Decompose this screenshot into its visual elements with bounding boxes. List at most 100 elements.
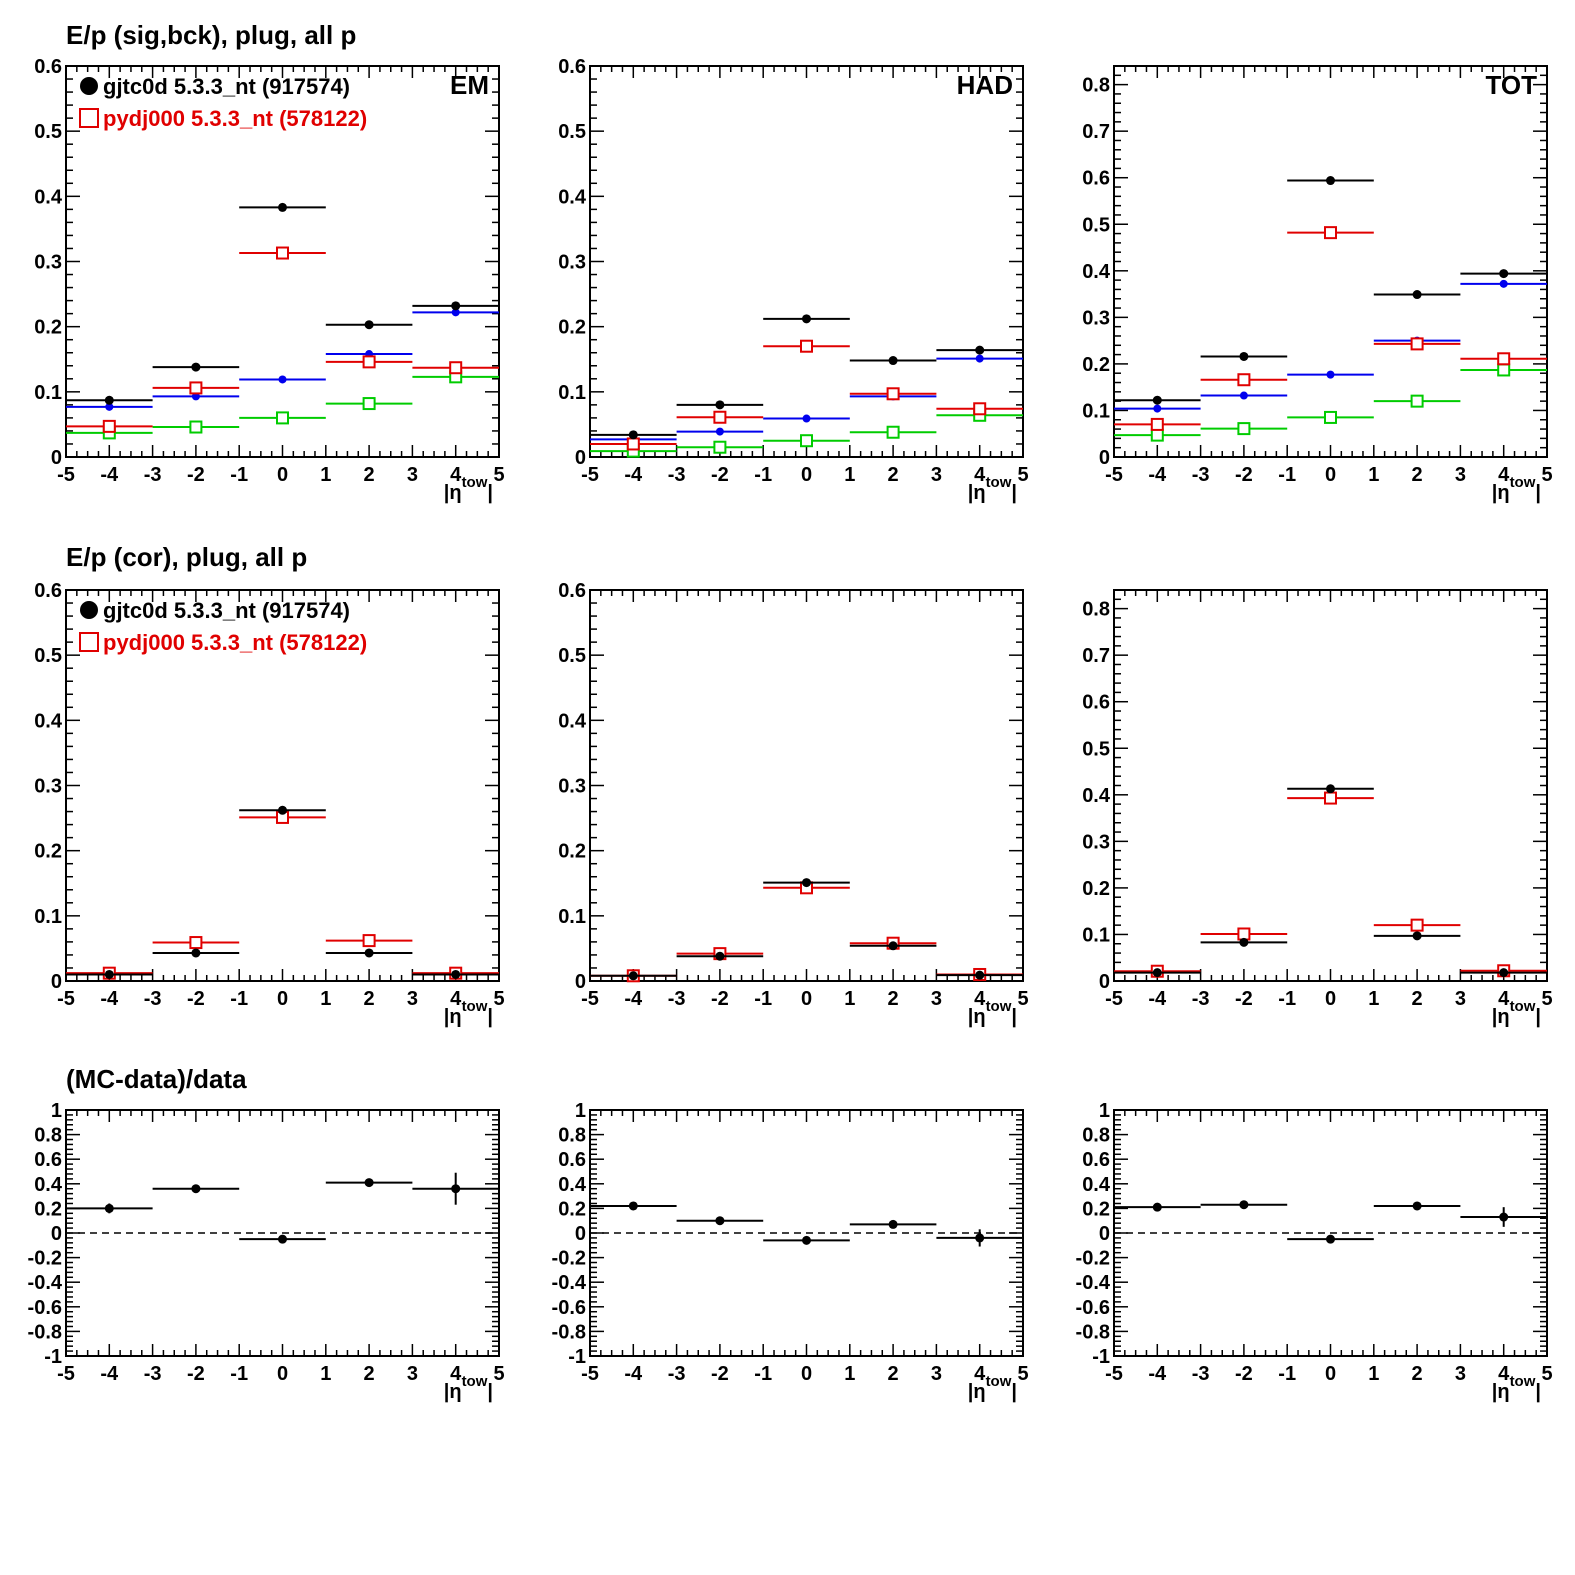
data-point <box>364 1178 374 1188</box>
x-tick-label: 5 <box>1017 988 1028 1010</box>
x-tick-label: -1 <box>1278 988 1296 1010</box>
data-point <box>1497 363 1511 377</box>
x-tick-label: -2 <box>711 464 729 486</box>
x-tick-label: 5 <box>1541 464 1552 486</box>
data-point <box>362 934 376 948</box>
y-tick-label: -0.6 <box>1076 1297 1110 1319</box>
x-tick-label: 1 <box>320 1363 331 1385</box>
chart-panel: -5 -4 -3 -2 -1 0 1 2 3 4 5|ηtow|00.10.20.30.40.50.… <box>1082 65 1553 504</box>
data-point <box>1237 373 1251 387</box>
y-tick-label: 0.6 <box>1082 692 1110 714</box>
y-tick-label: -0.4 <box>552 1272 587 1294</box>
y-tick-label: 0.1 <box>558 382 586 404</box>
y-tick-label: 0.3 <box>558 776 586 798</box>
data-point <box>802 414 811 423</box>
panel-label: HAD <box>957 70 1013 100</box>
x-tick-label: -1 <box>230 1363 248 1385</box>
x-tick-label: 5 <box>493 1363 504 1385</box>
row-title: E/p (cor), plug, all p <box>66 542 307 572</box>
data-point <box>1239 937 1249 947</box>
x-axis-label-end: | <box>487 1006 493 1028</box>
data-point <box>1412 931 1422 941</box>
x-tick-label: -4 <box>100 464 119 486</box>
data-point <box>1239 351 1249 361</box>
x-axis-label-main: |η <box>1492 1381 1510 1403</box>
data-point <box>189 381 203 395</box>
x-tick-label: -3 <box>1192 1363 1210 1385</box>
x-tick-label: -5 <box>57 464 75 486</box>
data-point <box>278 805 287 815</box>
x-tick-label: -1 <box>754 1363 772 1385</box>
x-tick-label: 4 <box>974 1363 986 1385</box>
x-tick-label: 5 <box>493 464 504 486</box>
x-tick-label: -5 <box>581 464 599 486</box>
series <box>1114 784 1547 978</box>
x-axis-label-end: | <box>1011 1006 1017 1028</box>
x-tick-label: 5 <box>1017 464 1028 486</box>
x-tick-label: 0 <box>277 464 288 486</box>
chart-panel: -5 -4 -3 -2 -1 0 1 2 3 4 5|ηtow|-1-0.8-0.6-0.4-0.2… <box>28 1100 505 1403</box>
x-tick-label: 0 <box>801 464 812 486</box>
x-tick-label: -5 <box>581 988 599 1010</box>
x-tick-label: -2 <box>187 464 205 486</box>
data-point <box>362 397 376 411</box>
series <box>66 805 499 979</box>
data-point <box>1324 226 1337 240</box>
x-tick-label: -2 <box>711 1363 729 1385</box>
data-point <box>1153 404 1162 413</box>
y-tick-label: 0.2 <box>1082 1198 1110 1220</box>
data-point <box>1499 1212 1509 1222</box>
y-tick-label: 0.4 <box>558 1174 587 1196</box>
data-point <box>191 362 201 372</box>
data-point <box>1499 279 1508 288</box>
x-tick-label: 1 <box>1368 464 1379 486</box>
y-tick-label: 1 <box>1099 1100 1110 1122</box>
x-tick-label: 5 <box>1541 988 1552 1010</box>
legend-label: pydj000 5.3.3_nt (578122) <box>103 630 367 655</box>
x-tick-label: -5 <box>57 988 75 1010</box>
plot-frame <box>1113 65 1548 458</box>
y-tick-label: 0.1 <box>34 906 62 928</box>
y-tick-label: 0 <box>1099 971 1110 993</box>
x-tick-label: 3 <box>1455 464 1466 486</box>
series <box>590 881 1023 983</box>
x-axis-label-sup: tow <box>986 998 1012 1015</box>
y-tick-label: 0.2 <box>34 841 62 863</box>
y-tick-label: -0.8 <box>1076 1321 1110 1343</box>
data-point <box>1497 352 1511 366</box>
y-tick-label: 0.8 <box>558 1125 586 1147</box>
x-axis-label-main: |η <box>968 482 986 504</box>
x-tick-label: 4 <box>450 988 462 1010</box>
y-tick-label: 0.6 <box>34 1149 62 1171</box>
data-point <box>276 246 289 260</box>
x-tick-label: 3 <box>931 988 942 1010</box>
x-tick-label: 4 <box>1498 1363 1510 1385</box>
y-tick-label: 0.8 <box>1082 75 1110 97</box>
x-tick-label: 2 <box>888 988 899 1010</box>
data-point <box>451 301 461 311</box>
x-tick-label: 1 <box>320 988 331 1010</box>
y-tick-label: 0 <box>1099 447 1110 469</box>
data-point <box>802 878 811 888</box>
data-point <box>104 395 114 405</box>
y-tick-label: 0.2 <box>558 1198 586 1220</box>
x-tick-label: -4 <box>1148 464 1167 486</box>
data-point <box>975 354 984 363</box>
data-point <box>628 1201 638 1211</box>
x-axis-label-main: |η <box>444 1381 462 1403</box>
y-tick-label: 0.5 <box>558 121 586 143</box>
x-tick-label: 4 <box>1498 464 1510 486</box>
y-tick-label: -0.2 <box>28 1248 62 1270</box>
data-point <box>975 970 985 980</box>
y-tick-label: -1 <box>1092 1346 1110 1368</box>
data-point <box>449 361 463 375</box>
x-axis-label-end: | <box>487 482 493 504</box>
y-tick-label: 0.6 <box>558 580 586 602</box>
series <box>590 878 1023 981</box>
y-tick-label: 0.3 <box>34 252 62 274</box>
x-tick-label: 1 <box>844 1363 855 1385</box>
x-tick-label: -1 <box>230 988 248 1010</box>
x-axis-label: |ηtow| <box>1492 998 1541 1028</box>
data-point <box>278 375 287 384</box>
x-axis-label-end: | <box>1535 1006 1541 1028</box>
